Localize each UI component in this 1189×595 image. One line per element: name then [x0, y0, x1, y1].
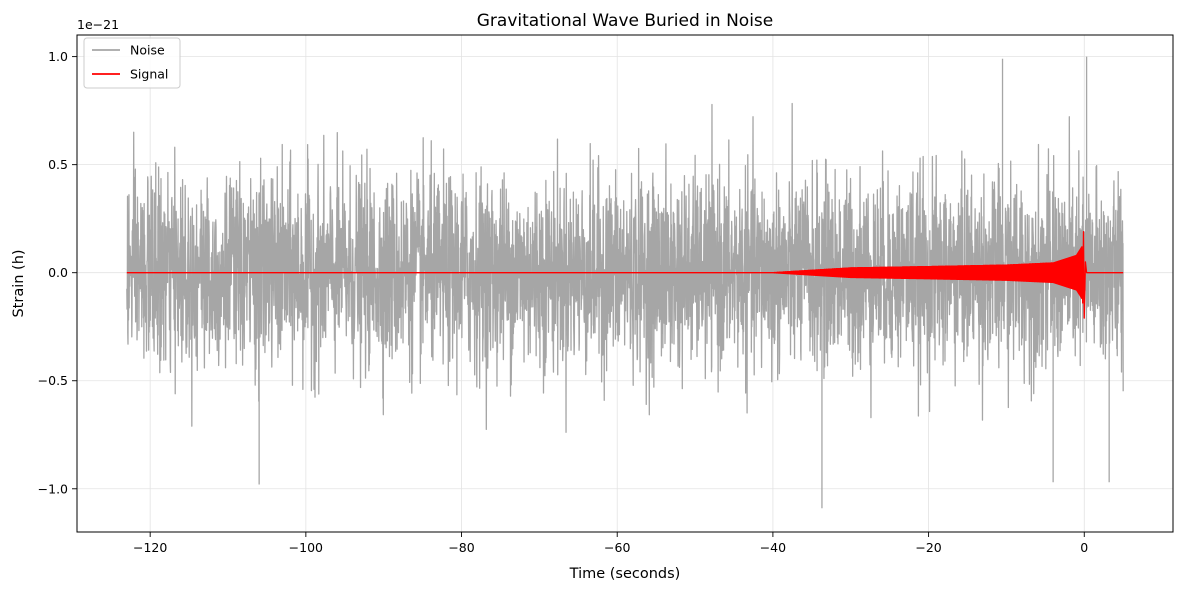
noise-series-line	[126, 56, 1124, 509]
x-tick-label: 0	[1080, 540, 1088, 555]
x-tick-label: −120	[133, 540, 167, 555]
y-tick-label: −0.5	[38, 373, 68, 388]
chart-title: Gravitational Wave Buried in Noise	[477, 11, 773, 31]
plot-data	[126, 56, 1124, 509]
ticks: −120 −100 −80 −60 −40 −20 0 −1.0 −0.5 0.0 0.5 1.0	[38, 49, 1089, 555]
legend-label-signal: Signal	[130, 67, 168, 82]
y-axis-label: Strain (h)	[11, 249, 27, 317]
plot-frame	[76, 34, 1174, 533]
signal-series-line	[126, 230, 1124, 319]
legend-label-noise: Noise	[130, 43, 165, 58]
y-tick-label: 0.0	[48, 265, 68, 280]
legend: Noise Signal	[83, 37, 181, 89]
x-tick-label: −60	[604, 540, 630, 555]
y-offset-label: 1e−21	[77, 17, 119, 32]
x-tick-label: −80	[448, 540, 474, 555]
x-axis-label: Time (seconds)	[569, 566, 681, 582]
x-tick-label: −100	[289, 540, 323, 555]
y-tick-label: 0.5	[48, 157, 68, 172]
y-tick-label: −1.0	[38, 481, 68, 496]
x-tick-label: −40	[760, 540, 786, 555]
x-tick-label: −20	[915, 540, 941, 555]
y-tick-label: 1.0	[48, 49, 68, 64]
